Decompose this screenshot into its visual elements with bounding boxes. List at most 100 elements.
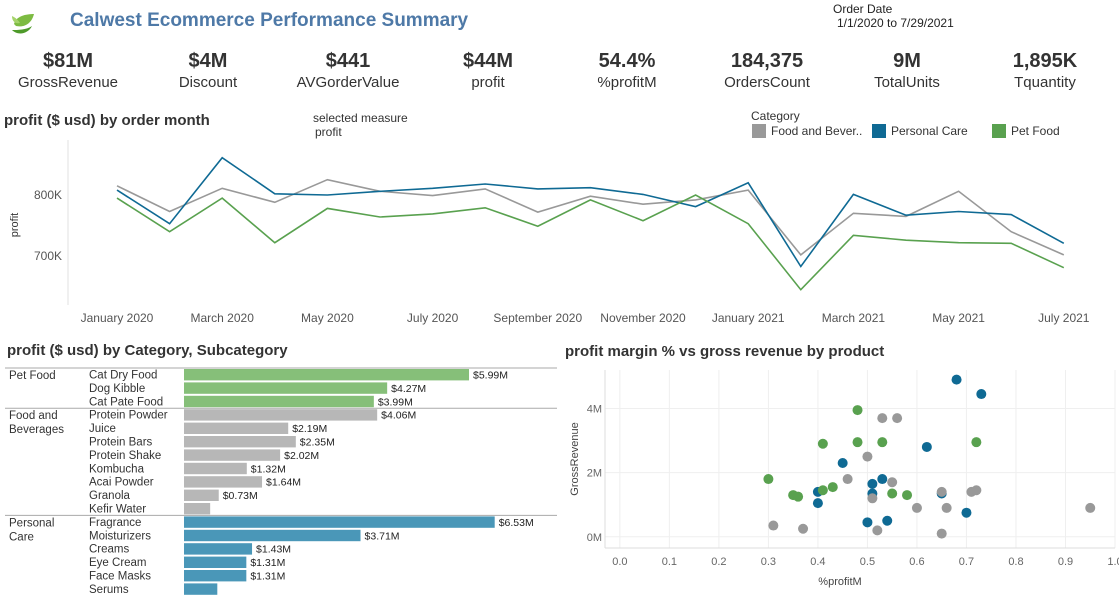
category-label: Pet Food — [9, 370, 56, 382]
bar-chart-title: profit ($ usd) by Category, Subcategory — [7, 342, 288, 359]
legend-label: Pet Food — [1011, 124, 1060, 138]
x-tick-label: November 2020 — [600, 311, 686, 325]
x-tick-label: 0.3 — [761, 556, 776, 568]
subcategory-label: Face Masks — [89, 571, 151, 583]
scatter-point — [936, 486, 947, 497]
bar — [184, 382, 388, 394]
kpi-value: 184,375 — [730, 50, 804, 72]
scatter-point — [902, 490, 913, 501]
series-line-pet — [116, 194, 1065, 291]
subcategory-label: Moisturizers — [89, 530, 151, 542]
legend-label: Food and Bever.. — [771, 124, 863, 138]
scatter-point — [971, 437, 982, 448]
scatter-point — [817, 485, 828, 496]
scatter-point — [817, 438, 828, 449]
bar — [184, 462, 247, 475]
scatter-point — [867, 493, 878, 504]
x-tick-label: March 2021 — [822, 311, 886, 325]
bar — [184, 583, 218, 595]
x-tick-label: 0.6 — [909, 556, 924, 568]
bar — [184, 516, 495, 528]
scatter-point — [877, 474, 888, 485]
bar — [184, 556, 247, 568]
kpi-label: OrdersCount — [724, 74, 810, 91]
subcategory-label: Kombucha — [89, 463, 145, 475]
legend-swatch — [872, 124, 886, 138]
category-label: Beverages — [9, 424, 64, 436]
subcategory-label: Kefir Water — [89, 504, 146, 516]
kpi-value: $4M — [188, 50, 228, 72]
legend-label: Personal Care — [891, 124, 968, 138]
order-date-filter-label: Order Date — [833, 2, 893, 16]
kpi-label: GrossRevenue — [17, 74, 119, 91]
scatter-point — [793, 491, 804, 502]
bar — [184, 543, 253, 555]
kpi-orders-count: 184,375 OrdersCount — [697, 50, 837, 91]
scatter-point — [911, 502, 922, 513]
kpi-value: $441 — [325, 50, 371, 72]
x-tick-label: 0.9 — [1058, 556, 1073, 568]
kpi-tquantity: 1,895K Tquantity — [975, 50, 1115, 91]
y-tick-label: 4M — [587, 403, 602, 415]
scatter-point — [961, 507, 972, 518]
x-axis-label: %profitM — [818, 576, 861, 588]
kpi-label: TotalUnits — [874, 74, 940, 91]
bar — [184, 449, 281, 461]
category-label: Care — [9, 531, 34, 543]
subcategory-label: Protein Bars — [89, 437, 153, 449]
legend-item-food[interactable]: Food and Bever.. — [752, 124, 862, 138]
kpi-label: Discount — [178, 74, 238, 91]
kpi-total-units: 9M TotalUnits — [837, 50, 977, 91]
scatter-point — [872, 525, 883, 536]
bar-value-label: $1.31M — [250, 571, 285, 583]
brand-logo — [12, 14, 34, 34]
kpi-label: Tquantity — [1014, 74, 1076, 91]
bar-value-label: $2.19M — [292, 423, 327, 435]
y-tick-label: 0M — [587, 532, 602, 544]
scatter-point — [867, 478, 878, 489]
kpi-profit: $44M profit — [418, 50, 558, 91]
bar-value-label: $2.02M — [284, 450, 319, 462]
bar — [184, 436, 296, 448]
selected-measure-label: selected measure — [313, 111, 408, 125]
bar-value-label: $0.73M — [223, 490, 258, 502]
bar — [184, 489, 219, 501]
kpi-value: 9M — [893, 50, 921, 72]
selected-measure-value[interactable]: profit — [315, 125, 342, 139]
scatter-point — [887, 488, 898, 499]
y-tick-label: 700K — [34, 249, 62, 263]
legend-title: Category — [751, 109, 800, 123]
legend-item-personal[interactable]: Personal Care — [872, 124, 968, 138]
order-date-filter-range[interactable]: 1/1/2020 to 7/29/2021 — [837, 16, 954, 30]
x-tick-label: 0.2 — [711, 556, 726, 568]
x-tick-label: 0.0 — [612, 556, 627, 568]
kpi-value: 1,895K — [1012, 50, 1078, 72]
y-axis-label: profit — [9, 213, 21, 237]
series-line-food — [116, 178, 1065, 257]
bar-chart: Pet Food Cat Dry Food $5.99M Dog Kibble $4.2… — [5, 367, 557, 596]
scatter-chart-title: profit margin % vs gross revenue by prod… — [565, 343, 885, 360]
scatter-point — [882, 515, 893, 526]
kpi-avg-order-value: $441 AVGorderValue — [278, 50, 418, 91]
scatter-point — [768, 520, 779, 531]
scatter-point — [842, 474, 853, 485]
legend-item-pet[interactable]: Pet Food — [992, 124, 1060, 138]
bar-value-label: $4.06M — [381, 410, 416, 422]
scatter-point — [921, 441, 932, 452]
bar — [184, 529, 361, 542]
bar-value-label: $6.53M — [499, 517, 534, 529]
x-tick-label: 0.1 — [662, 556, 677, 568]
bar — [184, 503, 211, 515]
bar — [184, 395, 374, 408]
scatter-chart: 0.0 0.1 0.2 0.3 0.4 0.5 0.6 0.7 0.8 0.9 1.0 0M 2M 4M%… — [569, 370, 1119, 588]
x-tick-label: 0.5 — [860, 556, 875, 568]
bar-value-label: $1.31M — [250, 557, 285, 569]
x-tick-label: March 2020 — [191, 311, 255, 325]
kpi-label: %profitM — [597, 74, 657, 91]
x-tick-label: May 2021 — [932, 311, 985, 325]
scatter-point — [892, 413, 903, 424]
subcategory-label: Juice — [89, 423, 116, 435]
y-tick-label: 800K — [34, 188, 62, 202]
x-tick-label: July 2021 — [1038, 311, 1090, 325]
x-tick-label: July 2020 — [407, 311, 459, 325]
